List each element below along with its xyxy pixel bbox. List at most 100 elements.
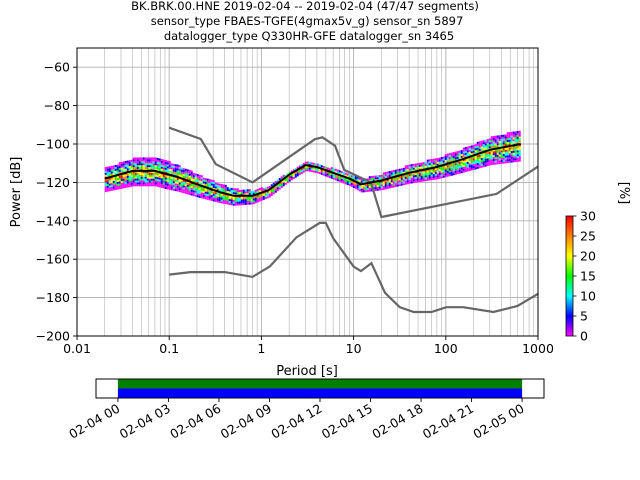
heatmap-cell [204,193,207,196]
heatmap-cell [222,194,225,197]
heatmap-cell [402,183,405,186]
heatmap-cell [284,178,287,181]
heatmap-cell [148,176,151,179]
heatmap-cell [490,161,493,164]
heatmap-cell [478,162,481,165]
heatmap-cell [492,149,495,152]
heatmap-cell [474,165,477,168]
heatmap-cell [156,180,159,183]
heatmap-cell [472,165,475,168]
heatmap-cell [502,151,505,154]
heatmap-cell [216,194,219,197]
heatmap-cell [186,169,189,172]
heatmap-cell [458,167,461,170]
heatmap-cell [458,165,461,168]
heatmap-cell [394,177,397,180]
colorbar-tick-label: 20 [580,249,596,264]
heatmap-cell [516,134,519,137]
heatmap-cell [226,189,229,192]
heatmap-cell [196,195,199,198]
heatmap-cell [414,165,417,168]
heatmap-cell [408,174,411,177]
heatmap-cell [146,182,149,185]
heatmap-cell [236,201,239,204]
heatmap-cell [394,179,397,182]
heatmap-cell [502,140,505,143]
heatmap-cell [244,199,247,202]
heatmap-cell [468,165,471,168]
heatmap-cell [174,169,177,172]
heatmap-cell [298,173,301,176]
heatmap-cell [490,159,493,162]
heatmap-cell [330,172,333,175]
heatmap-cell [518,150,521,153]
heatmap-cell [164,165,167,168]
heatmap-cell [518,148,521,151]
heatmap-cell [318,164,321,167]
heatmap-cell [514,150,517,153]
heatmap-cell [440,166,443,169]
heatmap-cell [176,189,179,192]
heatmap-cell [324,166,327,169]
heatmap-cell [432,160,435,163]
heatmap-cell [506,139,509,142]
heatmap-cell [308,167,311,170]
heatmap-cell [236,203,239,206]
heatmap-cell [476,147,479,150]
heatmap-cell [392,179,395,182]
heatmap-cell [152,178,155,181]
heatmap-cell [132,165,135,168]
heatmap-cell [156,163,159,166]
heatmap-cell [442,175,445,178]
heatmap-cell [494,143,497,146]
heatmap-cell [388,186,391,189]
heatmap-cell [158,181,161,184]
heatmap-cell [228,187,231,190]
heatmap-cell [202,179,205,182]
heatmap-cell [466,165,469,168]
heatmap-cell [198,193,201,196]
heatmap-cell [272,190,275,193]
heatmap-cell [294,175,297,178]
heatmap-cell [342,173,345,176]
heatmap-cell [404,167,407,170]
heatmap-cell [204,187,207,190]
heatmap-cell [450,164,453,167]
heatmap-cell [468,161,471,164]
heatmap-cell [120,177,123,180]
heatmap-cell [458,162,461,165]
heatmap-cell [136,161,139,164]
heatmap-cell [108,187,111,190]
heatmap-cell [382,187,385,190]
heatmap-cell [376,184,379,187]
heatmap-cell [498,154,501,157]
heatmap-cell [476,145,479,148]
heatmap-cell [468,145,471,148]
heatmap-cell [444,175,447,178]
heatmap-cell [474,161,477,164]
heatmap-cell [460,165,463,168]
heatmap-cell [136,176,139,179]
heatmap-cell [298,169,301,172]
heatmap-cell [182,175,185,178]
heatmap-cell [144,157,147,160]
heatmap-cell [492,158,495,161]
heatmap-cell [208,181,211,184]
heatmap-cell [506,132,509,135]
heatmap-cell [144,180,147,183]
heatmap-cell [462,147,465,150]
heatmap-cell [346,179,349,182]
heatmap-cell [510,147,513,150]
heatmap-cell [168,176,171,179]
heatmap-cell [492,151,495,154]
heatmap-cell [272,192,275,195]
heatmap-cell [474,155,477,158]
heatmap-cell [412,177,415,180]
heatmap-cell [404,171,407,174]
heatmap-cell [472,148,475,151]
heatmap-cell [506,134,509,137]
heatmap-cell [240,197,243,200]
heatmap-cell [178,178,181,181]
heatmap-cell [358,177,361,180]
